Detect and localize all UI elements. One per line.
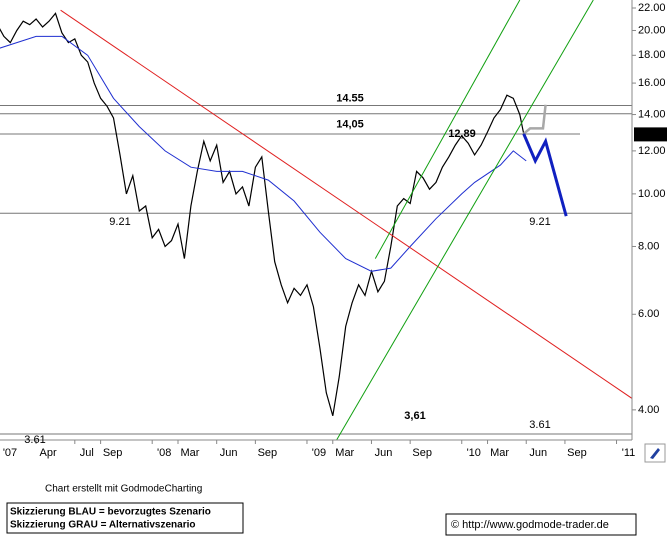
x-tick-label: Sep xyxy=(103,447,123,459)
level-label: 3.61 xyxy=(529,419,550,431)
x-tick-label: Mar xyxy=(181,447,200,459)
y-tick-label: 18.00 xyxy=(638,49,666,61)
x-tick-label: Sep xyxy=(567,447,587,459)
y-tick-label: 22.00 xyxy=(638,2,666,14)
x-tick-label: '08 xyxy=(157,447,171,459)
level-label: 3.61 xyxy=(24,434,45,446)
x-tick-label: '07 xyxy=(3,447,17,459)
y-tick-label: 14.00 xyxy=(638,108,666,120)
level-label: 9.21 xyxy=(109,216,130,228)
x-tick-label: Mar xyxy=(490,447,509,459)
x-tick-label: Apr xyxy=(40,447,57,459)
plot-area xyxy=(0,0,632,440)
x-tick-label: Jun xyxy=(529,447,547,459)
y-tick-label: 20.00 xyxy=(638,24,666,36)
y-tick-label: 12.00 xyxy=(638,145,666,157)
last-price-label: 12.87 xyxy=(637,128,665,140)
credit: Chart erstellt mit GodmodeCharting xyxy=(45,484,202,495)
y-tick-label: 6.00 xyxy=(638,308,659,320)
copyright: © http://www.godmode-trader.de xyxy=(451,519,609,531)
y-tick-label: 4.00 xyxy=(638,404,659,416)
x-tick-label: Jul xyxy=(80,447,94,459)
series-line xyxy=(374,0,521,259)
legend-text: Skizzierung GRAU = Alternativszenario xyxy=(10,520,196,531)
legend-box xyxy=(6,502,244,534)
series-line xyxy=(336,0,594,440)
tool-icon-glyph xyxy=(650,448,660,459)
legend-text: Skizzierung BLAU = bevorzugtes Szenario xyxy=(10,507,211,518)
x-tick-label: Mar xyxy=(335,447,354,459)
series-line xyxy=(60,9,632,399)
level-label: 9.21 xyxy=(529,216,550,228)
series-line xyxy=(0,12,525,416)
copyright-box xyxy=(445,513,637,536)
series-line xyxy=(522,104,547,135)
series-line xyxy=(0,35,527,272)
level-label: 12,89 xyxy=(448,128,476,140)
last-price-box xyxy=(634,127,667,142)
series-line xyxy=(522,133,568,217)
y-tick-label: 10.00 xyxy=(638,188,666,200)
y-tick-label: 16.00 xyxy=(638,77,666,89)
x-tick-label: '10 xyxy=(467,447,481,459)
x-tick-label: Jun xyxy=(220,447,238,459)
x-tick-label: '11 xyxy=(622,447,636,459)
x-tick-label: '09 xyxy=(312,447,326,459)
level-label: 14.55 xyxy=(336,92,364,104)
level-label: 14,05 xyxy=(336,119,364,131)
x-tick-label: Jun xyxy=(375,447,393,459)
x-tick-label: Sep xyxy=(258,447,278,459)
level-label: 3,61 xyxy=(404,410,425,422)
x-tick-label: Sep xyxy=(412,447,432,459)
y-tick-label: 8.00 xyxy=(638,240,659,252)
